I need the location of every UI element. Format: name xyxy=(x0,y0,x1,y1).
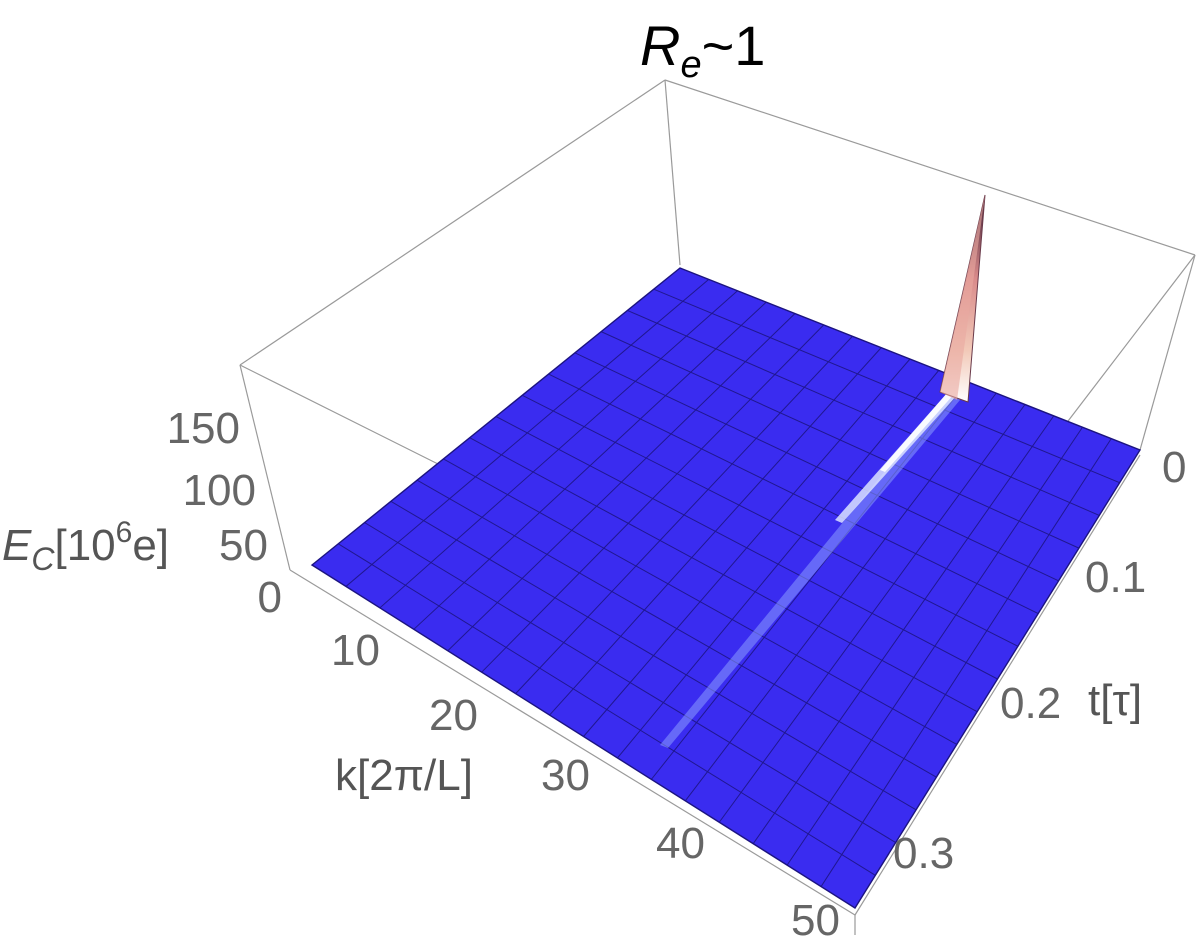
grid-line xyxy=(617,370,940,759)
grid-line xyxy=(345,278,710,587)
y-tick-label: 0.1 xyxy=(1085,553,1146,602)
z-tick-label: 100 xyxy=(183,466,256,515)
grid-line xyxy=(718,404,1026,823)
y-axis-ticks: 0 0.1 0.2 0.3 xyxy=(893,443,1186,878)
grid-line xyxy=(752,415,1055,844)
x-tick-label: 20 xyxy=(429,691,478,740)
x-tick-label: 10 xyxy=(331,626,380,675)
x-axis-label: k[2π/L] xyxy=(335,751,473,800)
ridge xyxy=(660,392,965,748)
z-tick-label: 0 xyxy=(258,573,282,622)
surface-base xyxy=(310,267,1142,909)
y-tick-label: 0.2 xyxy=(1000,679,1061,728)
z-axis-ticks: 050 100 150 xyxy=(167,404,282,622)
z-axis-label: EC[106e] xyxy=(2,516,169,577)
grid-line xyxy=(583,358,911,737)
y-axis-label: t[τ] xyxy=(1088,676,1142,725)
x-tick-label: 40 xyxy=(656,819,705,868)
peak-spike xyxy=(939,194,986,403)
grid-line xyxy=(515,335,853,694)
grid-line xyxy=(379,290,738,609)
grid-line xyxy=(684,392,997,802)
grid-line xyxy=(786,426,1083,866)
grid-line xyxy=(447,313,796,652)
chart-title: Re~1 xyxy=(640,14,765,86)
z-tick-label: 50 xyxy=(219,521,268,570)
z-tick-label: 150 xyxy=(167,404,240,453)
x-axis-ticks: 10 20 30 40 50 xyxy=(331,626,840,942)
y-tick-label: 0 xyxy=(1162,443,1186,492)
y-tick-label: 0.3 xyxy=(893,829,954,878)
x-tick-label: 30 xyxy=(541,751,590,800)
x-tick-label: 50 xyxy=(791,896,840,942)
plot-box-front xyxy=(289,454,1141,935)
grid-line xyxy=(413,301,767,630)
grid-line xyxy=(481,324,825,673)
grid-line xyxy=(549,347,882,716)
grid-line xyxy=(820,438,1112,887)
surface-grid xyxy=(338,278,1120,887)
